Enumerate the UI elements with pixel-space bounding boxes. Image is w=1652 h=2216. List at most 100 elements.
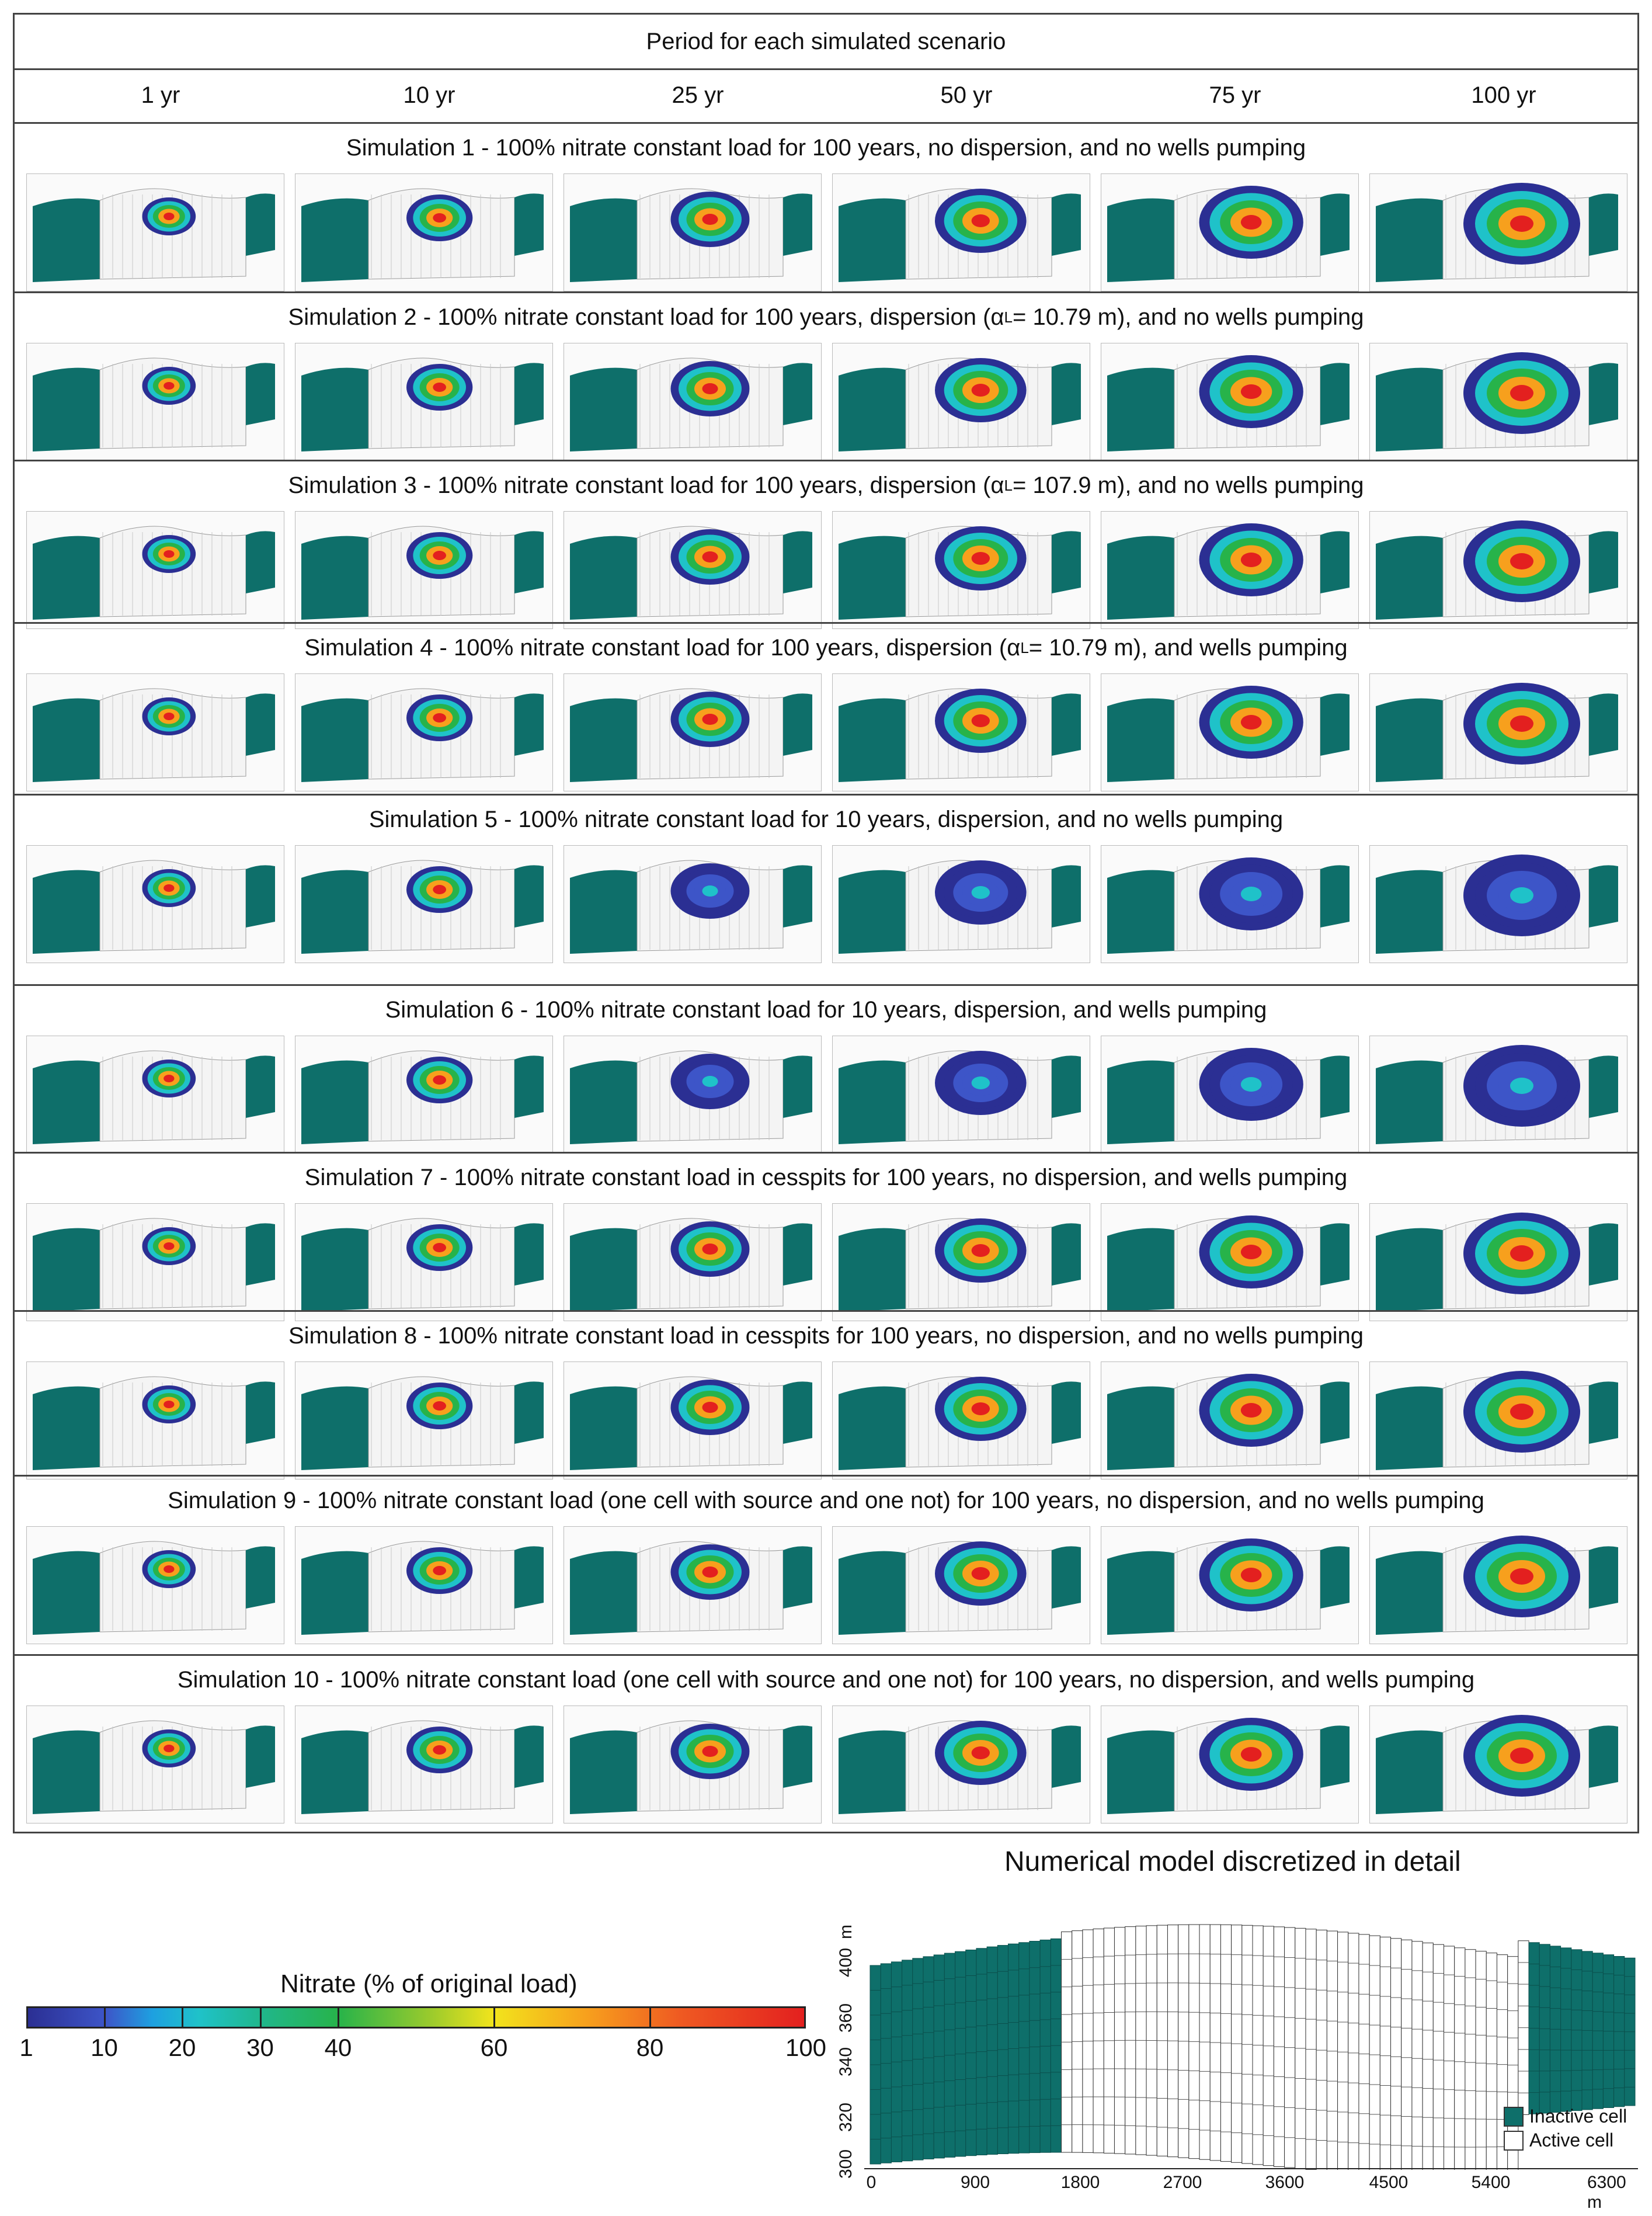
inactive-block-right (246, 193, 275, 256)
plume-contour (702, 551, 718, 562)
sim10-panel-100yr (1369, 1706, 1627, 1823)
inactive-block-left (301, 1730, 368, 1814)
plume-contour (1240, 1077, 1262, 1092)
detail-title: Numerical model discretized in detail (1004, 1846, 1461, 1877)
inactive-block-left (1107, 1551, 1174, 1635)
active-cell-column (1390, 1938, 1402, 2170)
sim10-panel-25yr (564, 1706, 822, 1823)
inactive-block-right (1320, 865, 1350, 928)
inactive-block-right (783, 1546, 812, 1609)
y-unit: m (836, 1925, 855, 1939)
inactive-block-left (33, 1551, 100, 1635)
key-inactive-label: Inactive cell (1529, 2106, 1627, 2127)
inactive-block-right (514, 1381, 544, 1444)
plume-contour (1240, 384, 1262, 399)
sim4-panel-100yr (1369, 673, 1627, 791)
active-cell-column (1444, 1946, 1455, 2170)
sim7-panel-10yr (295, 1203, 553, 1321)
sim2-panel-50yr (832, 343, 1090, 461)
simulation-title-6: Simulation 6 - 100% nitrate constant loa… (15, 984, 1637, 1034)
inactive-block-left (33, 1228, 100, 1312)
plume-contour (433, 1566, 446, 1575)
simulation-title-5: Simulation 5 - 100% nitrate constant loa… (15, 794, 1637, 843)
x-tick-0: 0 (866, 2173, 877, 2192)
sim1-panel-25yr (564, 173, 822, 291)
plume-contour (433, 885, 446, 894)
inactive-block-right (783, 1381, 812, 1444)
inactive-block-right (1052, 1725, 1081, 1788)
sim10-panel-50yr (832, 1706, 1090, 1823)
sim1-panel-100yr (1369, 173, 1627, 291)
sim2-panel-75yr (1101, 343, 1359, 461)
legend-tick-60: 60 (480, 2034, 508, 2061)
inactive-block-right (1589, 1223, 1618, 1286)
inactive-block-left (1376, 536, 1443, 620)
inactive-block-left (1376, 1386, 1443, 1470)
sim8-panel-50yr (832, 1361, 1090, 1479)
inactive-block-left (570, 1228, 637, 1312)
inactive-block-right (1052, 1055, 1081, 1118)
sim4-panel-75yr (1101, 673, 1359, 791)
simulation-title-8: Simulation 8 - 100% nitrate constant loa… (15, 1310, 1637, 1360)
inactive-block-right (246, 1546, 275, 1609)
plume-contour (702, 1244, 718, 1255)
column-header-row: 1 yr 10 yr 25 yr 50 yr 75 yr 100 yr (15, 68, 1637, 124)
sim3-panel-10yr (295, 511, 553, 629)
inactive-block-right (1052, 363, 1081, 425)
plume-contour (164, 884, 175, 892)
plume-contour (1510, 385, 1533, 401)
legend-tick-40: 40 (324, 2034, 352, 2061)
sim5-panel-10yr (295, 845, 553, 963)
inactive-block-right (1320, 1381, 1350, 1444)
inactive-block-left (1376, 1730, 1443, 1814)
x-tick-4: 3600 (1265, 2173, 1305, 2192)
sim3-panel-100yr (1369, 511, 1627, 629)
y-tick-360: 360 (836, 2003, 855, 2033)
plume-contour (702, 1746, 718, 1757)
simulation-title-9: Simulation 9 - 100% nitrate constant loa… (15, 1475, 1637, 1524)
x-tick-5: 4500 (1369, 2173, 1408, 2192)
plume-contour (971, 1402, 990, 1415)
sim9-panel-25yr (564, 1526, 822, 1644)
inactive-block-right (1320, 1546, 1350, 1609)
plume-contour (702, 214, 718, 225)
plume-contour (433, 1075, 446, 1085)
plume-contour (164, 382, 175, 390)
active-cell-column (1379, 1936, 1392, 2170)
sim3-panel-50yr (832, 511, 1090, 629)
inactive-block-left (839, 367, 906, 451)
inactive-block-left (1376, 1060, 1443, 1144)
plume-contour (1510, 1568, 1533, 1585)
sim5-panel-75yr (1101, 845, 1359, 963)
inactive-block-left (301, 536, 368, 620)
period-header: Period for each simulated scenario (15, 15, 1637, 70)
inactive-block-left (1376, 698, 1443, 782)
plume-contour (1240, 1568, 1262, 1582)
active-cell-column (1432, 1944, 1444, 2170)
inactive-block-left (839, 536, 906, 620)
inactive-block-left (301, 1386, 368, 1470)
sim2-panel-10yr (295, 343, 553, 461)
inactive-block-right (246, 1223, 275, 1286)
sim6-panel-75yr (1101, 1036, 1359, 1154)
inactive-block-left (33, 698, 100, 782)
key-inactive: Inactive cell (1504, 2106, 1627, 2127)
sim3-panel-25yr (564, 511, 822, 629)
inactive-block-right (514, 531, 544, 593)
simulation-title-10: Simulation 10 - 100% nitrate constant lo… (15, 1654, 1637, 1704)
sim10-panel-75yr (1101, 1706, 1359, 1823)
sim5-panel-1yr (26, 845, 284, 963)
plume-contour (1510, 887, 1533, 904)
sim7-panel-100yr (1369, 1203, 1627, 1321)
sim1-panel-75yr (1101, 173, 1359, 291)
inactive-block-left (33, 1730, 100, 1814)
key-active-label: Active cell (1529, 2130, 1614, 2151)
inactive-block-left (1107, 870, 1174, 954)
inactive-block-left (570, 536, 637, 620)
inactive-block-left (33, 870, 100, 954)
inactive-block-left (570, 367, 637, 451)
sim6-panel-10yr (295, 1036, 553, 1154)
plume-contour (702, 1567, 718, 1578)
plume-contour (433, 383, 446, 392)
active-swatch (1504, 2130, 1524, 2151)
